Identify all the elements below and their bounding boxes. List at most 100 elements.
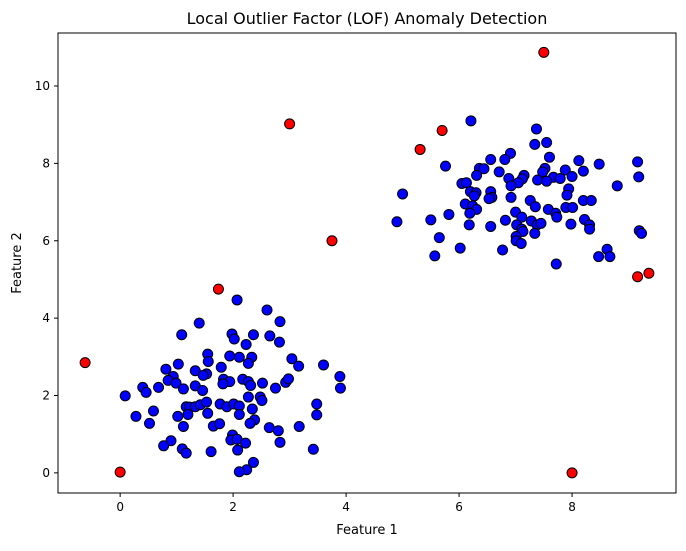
inlier-point: [256, 395, 268, 407]
x-axis-label: Feature 1: [336, 523, 398, 538]
inlier-point: [172, 358, 184, 370]
inlier-point: [425, 214, 437, 226]
inlier-point: [505, 180, 517, 192]
y-tick-label: 8: [42, 156, 50, 170]
inlier-point: [269, 382, 281, 394]
inlier-point: [247, 329, 259, 341]
inlier-point: [468, 190, 480, 202]
inlier-point: [242, 391, 254, 403]
outlier-point: [79, 357, 91, 369]
outlier-point: [643, 267, 655, 279]
inlier-point: [233, 408, 245, 420]
outlier-point: [212, 283, 224, 295]
outlier-point: [538, 46, 550, 58]
x-tick-label: 0: [116, 500, 124, 514]
inlier-point: [177, 383, 189, 395]
inlier-point: [433, 232, 445, 244]
inlier-point: [263, 422, 275, 434]
inlier-point: [160, 363, 172, 375]
inlier-point: [566, 171, 578, 183]
inlier-point: [240, 437, 252, 449]
inlier-point: [201, 396, 213, 408]
inlier-point: [593, 158, 605, 170]
x-tick-label: 6: [455, 500, 463, 514]
inlier-point: [193, 317, 205, 329]
y-tick-label: 10: [35, 79, 50, 93]
inlier-point: [559, 164, 571, 176]
inlier-point: [334, 371, 346, 383]
inlier-point: [550, 258, 562, 270]
inlier-point: [611, 180, 623, 192]
inlier-point: [170, 377, 182, 389]
inlier-point: [228, 333, 240, 345]
outlier-point: [114, 466, 126, 478]
outlier-point: [326, 235, 338, 247]
inlier-point: [551, 211, 563, 223]
inlier-point: [144, 417, 156, 429]
inlier-point: [272, 425, 284, 437]
inlier-point: [529, 201, 541, 213]
inlier-point: [153, 381, 165, 393]
chart-title: Local Outlier Factor (LOF) Anomaly Detec…: [187, 9, 548, 28]
inlier-point: [176, 329, 188, 341]
inlier-point: [232, 444, 244, 456]
inlier-point: [286, 353, 298, 365]
inlier-point: [537, 166, 549, 178]
inlier-point: [604, 251, 616, 263]
inlier-point: [247, 456, 259, 468]
inlier-point: [567, 201, 579, 213]
inlier-point: [515, 237, 527, 249]
inlier-point: [561, 189, 573, 201]
inlier-point: [233, 466, 245, 478]
inlier-point: [483, 193, 495, 205]
inlier-point: [454, 242, 466, 254]
inlier-point: [242, 357, 254, 369]
inlier-point: [585, 195, 597, 207]
inlier-point: [529, 138, 541, 150]
inlier-point: [543, 151, 555, 163]
inlier-point: [215, 361, 227, 373]
inlier-point: [499, 154, 511, 166]
inlier-point: [460, 177, 472, 189]
x-tick-label: 8: [568, 500, 576, 514]
inlier-point: [471, 169, 483, 181]
inlier-point: [440, 160, 452, 172]
inlier-point: [293, 360, 305, 372]
inlier-point: [485, 220, 497, 232]
y-tick-label: 6: [42, 234, 50, 248]
inlier-point: [516, 211, 528, 223]
inlier-point: [541, 175, 553, 187]
inlier-point: [147, 405, 159, 417]
inlier-point: [311, 398, 323, 410]
inlier-point: [172, 410, 184, 422]
inlier-point: [391, 216, 403, 228]
x-tick-label: 4: [342, 500, 350, 514]
inlier-point: [244, 417, 256, 429]
data-points: [79, 46, 655, 479]
plot-frame: [57, 32, 677, 494]
inlier-point: [541, 136, 553, 148]
inlier-point: [334, 382, 346, 394]
y-tick-label: 4: [42, 311, 50, 325]
inlier-point: [397, 188, 409, 200]
plot-area: [58, 33, 676, 493]
inlier-point: [240, 338, 252, 350]
inlier-point: [140, 386, 152, 398]
inlier-point: [205, 446, 217, 458]
inlier-point: [573, 155, 585, 167]
inlier-point: [231, 294, 243, 306]
inlier-point: [636, 227, 648, 239]
outlier-point: [436, 124, 448, 136]
inlier-point: [293, 420, 305, 432]
inlier-point: [499, 214, 511, 226]
inlier-point: [465, 115, 477, 127]
inlier-point: [593, 251, 605, 263]
inlier-point: [273, 336, 285, 348]
inlier-point: [633, 171, 645, 183]
inlier-point: [158, 440, 170, 452]
y-axis-label: Feature 2: [10, 232, 25, 294]
inlier-point: [318, 359, 330, 371]
inlier-point: [282, 373, 294, 385]
inlier-point: [202, 407, 214, 419]
inlier-point: [202, 355, 214, 367]
